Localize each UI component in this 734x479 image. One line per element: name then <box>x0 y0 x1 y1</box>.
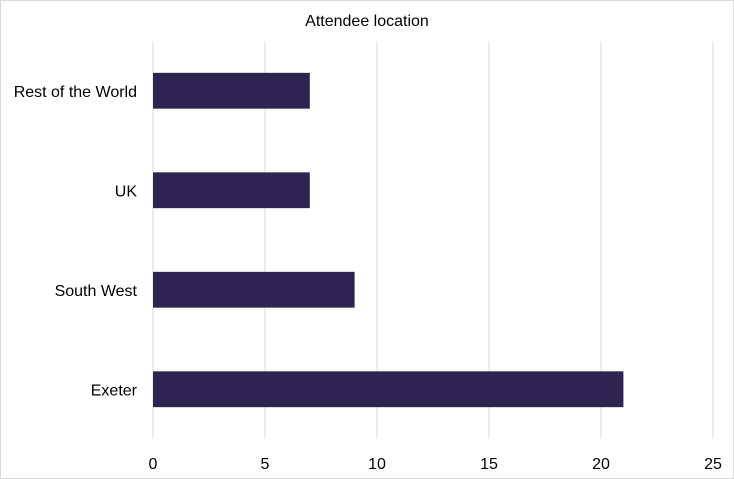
bar <box>153 371 624 408</box>
category-labels: Exeter South West UK Rest of the World <box>14 84 138 400</box>
chart-title: Attendee location <box>305 13 429 30</box>
x-tick-label: 25 <box>704 456 722 473</box>
bar <box>153 172 310 209</box>
category-label: UK <box>115 183 138 200</box>
category-label: South West <box>55 283 138 300</box>
x-tick-labels: 0 5 10 15 20 25 <box>149 456 722 473</box>
x-tick-label: 0 <box>149 456 158 473</box>
x-tick-label: 15 <box>480 456 498 473</box>
bar <box>153 271 355 308</box>
bar <box>153 72 310 109</box>
x-tick-label: 20 <box>592 456 610 473</box>
bars <box>153 72 624 408</box>
x-tick-label: 10 <box>368 456 386 473</box>
x-tick-label: 5 <box>261 456 270 473</box>
category-label: Exeter <box>91 382 138 399</box>
category-label: Rest of the World <box>14 84 137 101</box>
